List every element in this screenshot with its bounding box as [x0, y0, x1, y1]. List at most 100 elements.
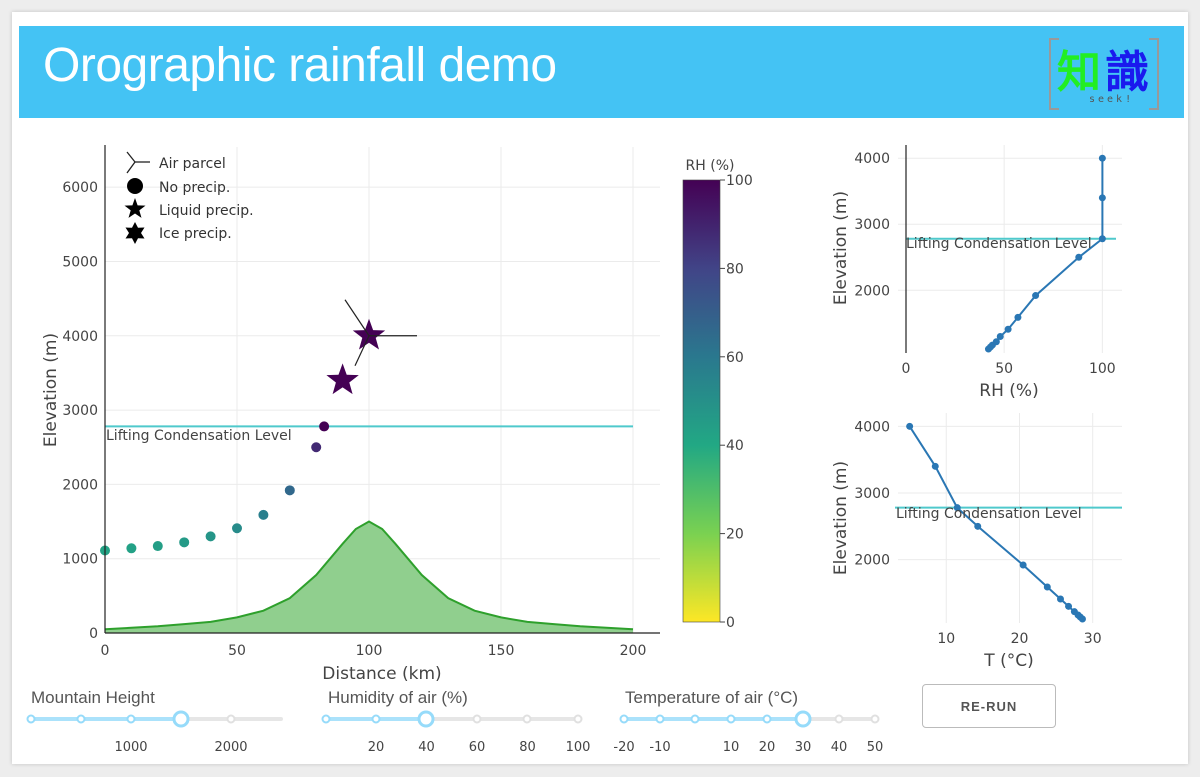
- star-icon: [124, 198, 146, 218]
- legend-ice-precip: Ice precip.: [159, 226, 232, 242]
- parcel-point: [258, 509, 269, 520]
- x-tick-label: 10: [937, 631, 955, 647]
- temperature-slider-handle[interactable]: [794, 710, 812, 728]
- rerun-button[interactable]: RE-RUN: [922, 684, 1056, 728]
- x-tick-label: 50: [228, 643, 246, 659]
- y-tick-label: 4000: [854, 151, 890, 167]
- legend-no-precip: No precip.: [159, 180, 230, 196]
- mountain-height-slider-handle[interactable]: [172, 710, 190, 728]
- air-parcel-icon: [126, 151, 150, 174]
- temperature-slider-dot: [726, 714, 736, 724]
- t-plot-grid: [898, 413, 1122, 623]
- y-tick-label: 3000: [854, 217, 890, 233]
- y-tick-label: 2000: [854, 553, 890, 569]
- terrain-outline: [104, 520, 634, 631]
- t-xlabel: T (°C): [983, 651, 1033, 671]
- page-title: Orographic rainfall demo: [43, 39, 557, 92]
- t-ylabel: Elevation (m): [831, 461, 851, 575]
- colorbar-tick-label: 20: [726, 527, 744, 543]
- temperature-slider-dot: [762, 714, 772, 724]
- x-tick-label: 200: [620, 643, 647, 659]
- temperature-slider-mark: -10: [649, 740, 670, 755]
- colorbar-tick-label: 60: [726, 350, 744, 366]
- x-tick-label: 20: [1011, 631, 1029, 647]
- temperature-slider-mark: 10: [723, 740, 740, 755]
- legend-air-parcel: Air parcel: [159, 156, 226, 172]
- liquid-precip-star: [326, 363, 359, 395]
- profile-line: [908, 425, 1084, 620]
- logo-bracket-right: [1149, 38, 1159, 110]
- y-tick-label: 2000: [62, 477, 98, 493]
- humidity-slider-dot: [371, 714, 381, 724]
- x-tick-label: 30: [1084, 631, 1102, 647]
- parcel-point: [311, 442, 322, 453]
- main-ylabel: Elevation (m): [41, 333, 61, 447]
- colorbar-tick-label: 0: [726, 615, 735, 631]
- humidity-slider-dot: [321, 714, 331, 724]
- x-tick-label: 0: [902, 361, 911, 377]
- profile-point: [974, 522, 982, 530]
- lcl-label-t: Lifting Condensation Level: [896, 506, 1082, 522]
- profile-point: [1043, 583, 1051, 591]
- humidity-slider-handle[interactable]: [417, 710, 435, 728]
- logo-bracket-left: [1049, 38, 1059, 110]
- sliders: 1000 2000 20 40 60 80 100 -20 -10 10 20 30 40 50: [26, 710, 884, 755]
- temperature-slider-mark: 20: [759, 740, 776, 755]
- parcel-point: [126, 543, 137, 554]
- parcel-points: [100, 299, 417, 556]
- profile-point: [1004, 325, 1012, 333]
- rh-ylabel: Elevation (m): [831, 191, 851, 305]
- air-parcel-arm: [344, 299, 370, 337]
- profile-point: [996, 332, 1004, 340]
- humidity-slider-mark: 100: [566, 740, 591, 755]
- lcl-label-rh: Lifting Condensation Level: [906, 236, 1092, 252]
- parcel-point: [152, 541, 163, 552]
- humidity-slider-mark: 80: [519, 740, 536, 755]
- parcel-point: [232, 523, 242, 534]
- humidity-slider-mark: 20: [368, 740, 385, 755]
- y-tick-label: 4000: [854, 419, 890, 435]
- profile-line: [987, 158, 1104, 350]
- temperature-slider-mark: 50: [867, 740, 884, 755]
- temperature-slider-dot: [619, 714, 629, 724]
- legend[interactable]: Air parcel No precip. Liquid precip. Ice…: [124, 151, 254, 244]
- air-parcel-arm: [354, 335, 370, 367]
- profile-point: [1056, 595, 1064, 603]
- x-tick-label: 50: [995, 361, 1013, 377]
- profile-point: [906, 422, 914, 430]
- ice-precip-star: [352, 318, 386, 350]
- parcel-point: [205, 531, 216, 542]
- humidity-label: Humidity of air (%): [328, 688, 468, 707]
- profile-point: [931, 462, 939, 470]
- colorbar-gradient: [682, 179, 721, 623]
- temperature-slider-mark: 30: [795, 740, 812, 755]
- temperature-slider-mark: -20: [613, 740, 634, 755]
- temperature-slider-dot: [655, 714, 665, 724]
- rh-plot-axes: 0 50 100 2000 3000 4000: [854, 145, 1116, 377]
- y-tick-label: 1000: [62, 552, 98, 568]
- humidity-slider-mark: 40: [418, 740, 435, 755]
- colorbar: RH (%) 0 20 40 60 80 100: [682, 158, 753, 631]
- profile-point: [1065, 602, 1073, 610]
- profile-point: [1014, 313, 1022, 321]
- legend-liquid-precip: Liquid precip.: [159, 203, 254, 219]
- profile-point: [1019, 561, 1027, 569]
- y-tick-label: 3000: [62, 403, 98, 419]
- profile-point: [1098, 154, 1106, 162]
- profile-point: [1098, 235, 1106, 243]
- mountain-height-slider-dot: [26, 714, 36, 724]
- terrain-area: [104, 520, 634, 633]
- mountain-height-slider-dot: [126, 714, 136, 724]
- lcl-label-main: Lifting Condensation Level: [106, 428, 292, 444]
- t-profile: [906, 422, 1086, 623]
- parcel-point: [319, 421, 330, 432]
- y-tick-label: 4000: [62, 329, 98, 345]
- x-tick-label: 0: [101, 643, 110, 659]
- circle-icon: [127, 178, 143, 194]
- rh-xlabel: RH (%): [979, 381, 1038, 401]
- y-tick-label: 0: [89, 626, 98, 642]
- y-tick-label: 5000: [62, 254, 98, 270]
- mountain-height-slider-dot: [226, 714, 236, 724]
- logo-char-1: 知: [1057, 47, 1101, 98]
